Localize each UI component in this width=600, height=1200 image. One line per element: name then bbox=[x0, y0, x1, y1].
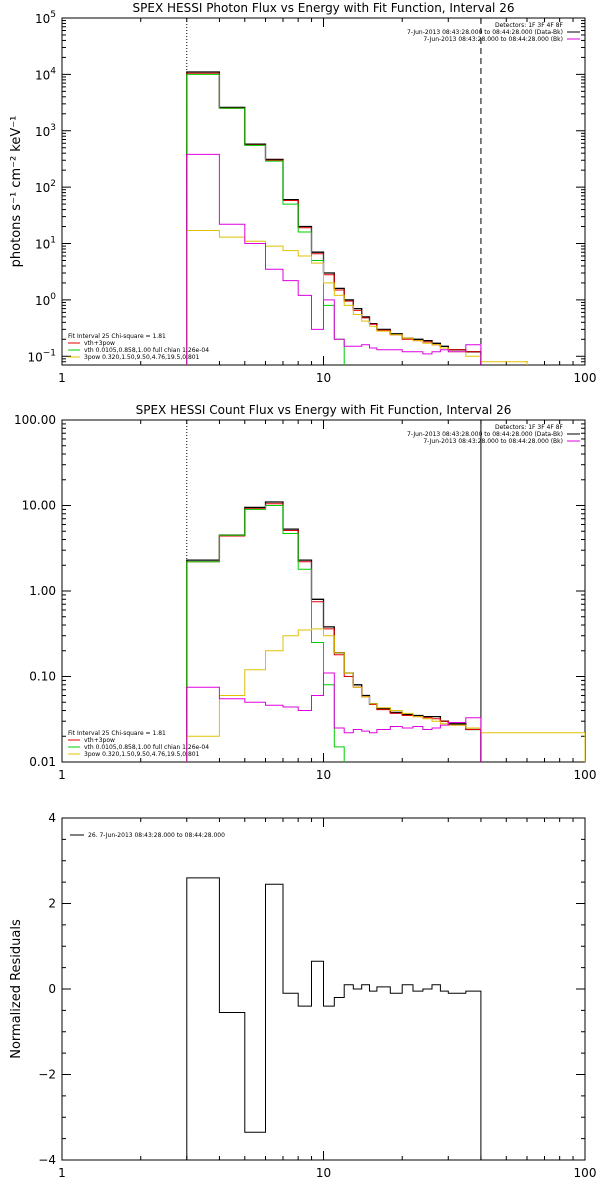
y-tick-label: −2 bbox=[38, 1068, 56, 1082]
x-tick-label: 10 bbox=[316, 768, 331, 782]
series-line-vth bbox=[186, 505, 345, 762]
y-tick-label: 0 bbox=[48, 982, 56, 996]
x-tick-label: 10 bbox=[316, 371, 331, 385]
legend-top-right-text: Detectors: 1F 3F 4F 8F bbox=[495, 424, 564, 431]
legend-bottom-left-text: Fit Interval 25 Chi-square = 1.81 bbox=[68, 730, 166, 737]
y-tick-label: 0.01 bbox=[29, 755, 56, 769]
x-tick-label: 100 bbox=[574, 768, 597, 782]
y-tick-exponent: 0 bbox=[50, 292, 56, 302]
series-group bbox=[186, 71, 528, 365]
y-tick-label: 102 bbox=[35, 179, 56, 195]
y-tick-label: 101 bbox=[35, 236, 56, 252]
legend-top-right-text: 7-Jun-2013 08:43:28.000 to 08:44:28.000 … bbox=[407, 431, 563, 438]
y-tick-label: 100 bbox=[35, 292, 56, 308]
y-tick-base: 10 bbox=[35, 68, 50, 82]
legend-top-right-text: 7-Jun-2013 08:43:28.000 to 08:44:28.000 … bbox=[423, 36, 563, 43]
y-tick-label: 10.00 bbox=[22, 499, 56, 513]
x-tick-label: 1 bbox=[58, 1166, 66, 1180]
y-tick-label: 105 bbox=[35, 10, 56, 26]
legend-top-left-text: 26. 7-Jun-2013 08:43:28.000 to 08:44:28.… bbox=[88, 832, 225, 839]
y-tick-exponent: 5 bbox=[50, 10, 56, 20]
series-line-residual bbox=[186, 877, 482, 1160]
legend-bottom-left-text: vth 0.0105,0.858,1.00 full chian 1.26e-0… bbox=[84, 347, 209, 354]
y-tick-label: 100.00 bbox=[14, 413, 56, 427]
legend-bottom-left-text: 3pow 0.320,1.50,9.50,4.76,19.5,0.801 bbox=[84, 354, 200, 361]
y-tick-label: 1.00 bbox=[29, 584, 56, 598]
series-line-bk bbox=[186, 672, 482, 762]
y-tick-label: 0.10 bbox=[29, 670, 56, 684]
x-tick-label: 100 bbox=[574, 1166, 597, 1180]
y-tick-base: 10 bbox=[27, 350, 42, 364]
y-tick-label: 104 bbox=[35, 66, 56, 82]
series-line-bk bbox=[186, 153, 482, 365]
plot-frame bbox=[61, 419, 586, 763]
x-tick-label: 1 bbox=[58, 768, 66, 782]
y-tick-exponent: 3 bbox=[50, 123, 56, 133]
series-group bbox=[186, 877, 482, 1160]
y-axis-label: Normalized Residuals bbox=[9, 919, 24, 1059]
photon-flux-panel: SPEX HESSI Photon Flux vs Energy with Fi… bbox=[9, 1, 596, 385]
y-tick-label: 10−1 bbox=[27, 348, 56, 364]
legend-bottom-left-text: 3pow 0.320,1.50,9.50,4.76,19.5,0.801 bbox=[84, 751, 200, 758]
series-group bbox=[186, 501, 585, 762]
y-tick-base: 10 bbox=[35, 181, 50, 195]
y-tick-exponent: −1 bbox=[43, 348, 56, 358]
y-tick-base: 10 bbox=[35, 125, 50, 139]
legend-top-right-text: Detectors: 1F 3F 4F 8F bbox=[495, 22, 564, 29]
x-tick-label: 10 bbox=[316, 1166, 331, 1180]
legend-bottom-left-text: vth+3pow bbox=[84, 737, 115, 744]
series-line-data-bk bbox=[186, 501, 482, 762]
y-tick-exponent: 1 bbox=[50, 236, 56, 246]
legend-bottom-left-text: vth+3pow bbox=[84, 340, 115, 347]
legend-bottom-left-text: Fit Interval 25 Chi-square = 1.81 bbox=[68, 333, 166, 340]
residuals-panel: 1 10 100 −4 −2 0 2 4 Normalized Residuals 26. 7-J… bbox=[9, 811, 596, 1180]
y-axis-label: photons s⁻¹ cm⁻² keV⁻¹ bbox=[9, 116, 24, 268]
x-tick-label: 1 bbox=[58, 371, 66, 385]
y-tick-label: 103 bbox=[35, 123, 56, 139]
x-tick-label: 100 bbox=[574, 371, 597, 385]
series-line-3pow bbox=[186, 628, 585, 762]
y-tick-base: 10 bbox=[35, 294, 50, 308]
chart-title: SPEX HESSI Count Flux vs Energy with Fit… bbox=[136, 403, 512, 417]
legend-bottom-left-text: vth 0.0105,0.858,1.00 full chian 1.26e-0… bbox=[84, 744, 209, 751]
legend-top-right-text: 7-Jun-2013 08:43:28.000 to 08:44:28.000 … bbox=[407, 29, 563, 36]
y-tick-exponent: 2 bbox=[50, 179, 56, 189]
y-tick-exponent: 4 bbox=[50, 66, 56, 76]
series-line-3pow bbox=[186, 230, 528, 365]
legend-top-right-text: 7-Jun-2013 08:43:28.000 to 08:44:28.000 … bbox=[423, 438, 563, 445]
y-tick-label: 4 bbox=[48, 811, 56, 825]
y-tick-base: 10 bbox=[35, 12, 50, 26]
series-line-vth bbox=[186, 73, 345, 365]
chart-title: SPEX HESSI Photon Flux vs Energy with Fi… bbox=[133, 1, 515, 15]
y-tick-label: −4 bbox=[38, 1153, 56, 1167]
count-flux-panel: SPEX HESSI Count Flux vs Energy with Fit… bbox=[14, 403, 596, 782]
y-tick-base: 10 bbox=[35, 238, 50, 252]
y-tick-label: 2 bbox=[48, 897, 56, 911]
